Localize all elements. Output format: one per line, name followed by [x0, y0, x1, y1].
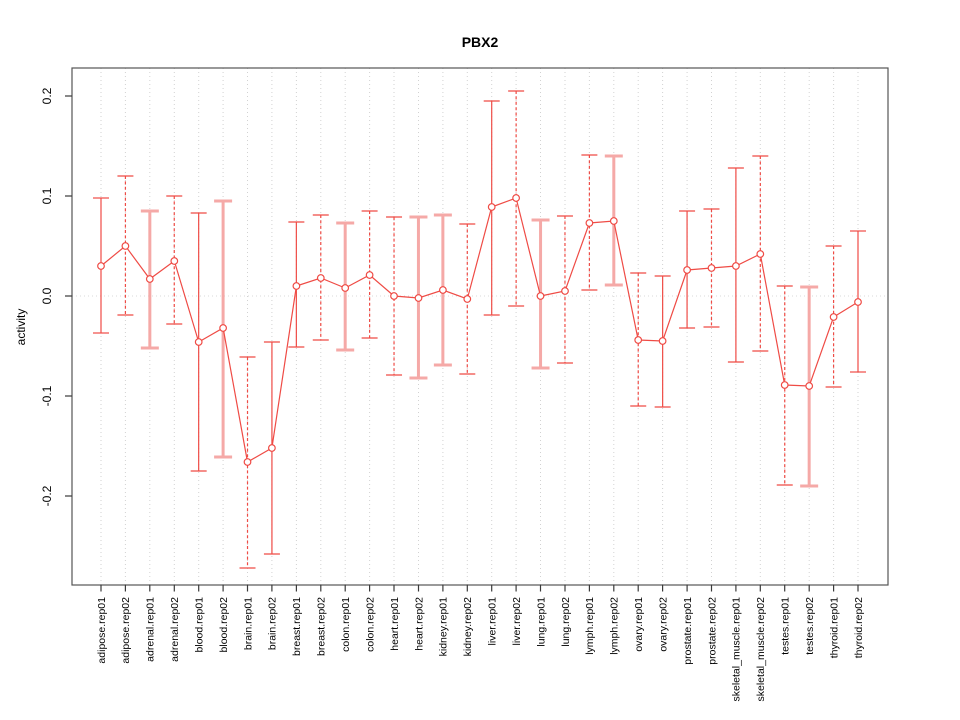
error-bar-adrenal.rep02 — [166, 195, 183, 325]
x-tick-label: lymph.rep01 — [584, 597, 596, 655]
x-tick-label: ovary.rep01 — [633, 597, 645, 652]
x-tick-label: ovary.rep02 — [657, 597, 669, 652]
x-tick-label: testes.rep01 — [780, 597, 792, 655]
data-point-lung.rep02 — [561, 287, 569, 295]
data-point-liver.rep01 — [487, 203, 496, 211]
data-point-kidney.rep02 — [463, 295, 472, 303]
data-point-skeletal_muscle.rep02 — [756, 250, 765, 258]
x-tick-label: adrenal.rep01 — [145, 597, 157, 662]
data-point-heart.rep02 — [414, 294, 423, 302]
data-point-thyroid.rep01 — [829, 313, 838, 321]
x-tick-label: prostate.rep01 — [682, 597, 694, 665]
x-tick-label: liver.rep02 — [511, 597, 523, 646]
data-point-ovary.rep01 — [634, 336, 643, 344]
data-point-brain.rep02 — [268, 444, 276, 452]
data-point-lymph.rep02 — [609, 217, 618, 225]
x-tick-label: kidney.rep01 — [438, 597, 450, 657]
x-tick-label: brain.rep02 — [267, 597, 279, 650]
x-tick-label: blood.rep01 — [194, 597, 206, 653]
x-tick-label: liver.rep01 — [487, 597, 499, 646]
error-bar-liver.rep02 — [508, 90, 525, 307]
x-tick-label: adipose.rep01 — [96, 597, 108, 664]
y-tick-label: 0.2 — [40, 87, 54, 104]
y-axis-label: activity — [14, 309, 28, 346]
y-tick-label: -0.2 — [40, 485, 54, 506]
error-bar-adipose.rep02 — [117, 175, 134, 316]
data-point-adipose.rep01 — [97, 262, 105, 270]
data-point-adrenal.rep01 — [145, 275, 154, 283]
data-point-blood.rep02 — [219, 324, 228, 332]
data-point-blood.rep01 — [194, 338, 203, 346]
data-point-breast.rep01 — [292, 282, 301, 290]
data-point-prostate.rep02 — [707, 264, 716, 272]
error-bar-kidney.rep02 — [459, 223, 476, 375]
error-bar-lung.rep02 — [556, 215, 573, 364]
data-point-adipose.rep02 — [121, 242, 130, 250]
data-point-testes.rep02 — [805, 382, 814, 390]
plot-area: 0.2 0.1 0.0 -0.1 -0.2 adipose.rep01 adipose.re… — [40, 67, 889, 702]
x-tick-label: lymph.rep02 — [609, 597, 621, 655]
data-point-lymph.rep01 — [585, 219, 594, 227]
x-tick-label: skeletal_muscle.rep02 — [755, 597, 767, 702]
x-tick-label: heart.rep02 — [413, 597, 425, 651]
data-point-skeletal_muscle.rep01 — [732, 262, 740, 270]
x-tick-label: breast.rep02 — [316, 597, 328, 656]
x-tick-label: thyroid.rep02 — [853, 597, 865, 658]
error-bar-breast.rep02 — [312, 214, 329, 341]
data-point-lung.rep01 — [536, 292, 545, 300]
x-tick-label: breast.rep01 — [291, 597, 303, 656]
x-tick-label: kidney.rep02 — [462, 597, 474, 657]
x-tick-label: adrenal.rep02 — [169, 597, 181, 662]
data-point-brain.rep01 — [243, 458, 252, 466]
error-bar-prostate.rep02 — [703, 208, 720, 328]
x-tick-label: lung.rep01 — [535, 597, 547, 647]
plot-border — [71, 67, 889, 586]
y-tick-label: 0.0 — [40, 287, 54, 304]
data-point-adrenal.rep02 — [170, 257, 179, 265]
x-tick-label: colon.rep02 — [364, 597, 376, 652]
x-tick-label: adipose.rep02 — [120, 597, 132, 664]
data-point-ovary.rep02 — [658, 337, 667, 345]
x-tick-label: lung.rep02 — [560, 597, 572, 647]
chart-title: PBX2 — [462, 34, 499, 50]
y-tick-label: 0.1 — [40, 187, 54, 204]
x-tick-label: prostate.rep02 — [706, 597, 718, 665]
data-point-prostate.rep01 — [683, 266, 691, 274]
data-point-kidney.rep01 — [439, 286, 447, 294]
data-point-breast.rep02 — [316, 274, 325, 282]
series-line — [100, 197, 859, 463]
x-tick-label: skeletal_muscle.rep01 — [731, 597, 743, 702]
x-tick-label: testes.rep02 — [804, 597, 816, 655]
data-point-testes.rep01 — [780, 381, 789, 389]
x-tick-label: thyroid.rep01 — [828, 597, 840, 658]
x-tick-label: brain.rep01 — [242, 597, 254, 650]
x-tick-label: colon.rep01 — [340, 597, 352, 652]
error-bar-heart.rep01 — [386, 216, 403, 376]
data-point-colon.rep01 — [341, 284, 350, 292]
y-tick-label: -0.1 — [40, 385, 54, 406]
data-point-colon.rep02 — [365, 271, 374, 279]
x-tick-label: heart.rep01 — [389, 597, 401, 651]
data-point-liver.rep02 — [512, 194, 520, 202]
data-point-thyroid.rep02 — [854, 298, 862, 306]
error-bar-colon.rep02 — [361, 210, 378, 339]
x-tick-label: blood.rep02 — [218, 597, 230, 653]
data-point-heart.rep01 — [390, 292, 398, 300]
